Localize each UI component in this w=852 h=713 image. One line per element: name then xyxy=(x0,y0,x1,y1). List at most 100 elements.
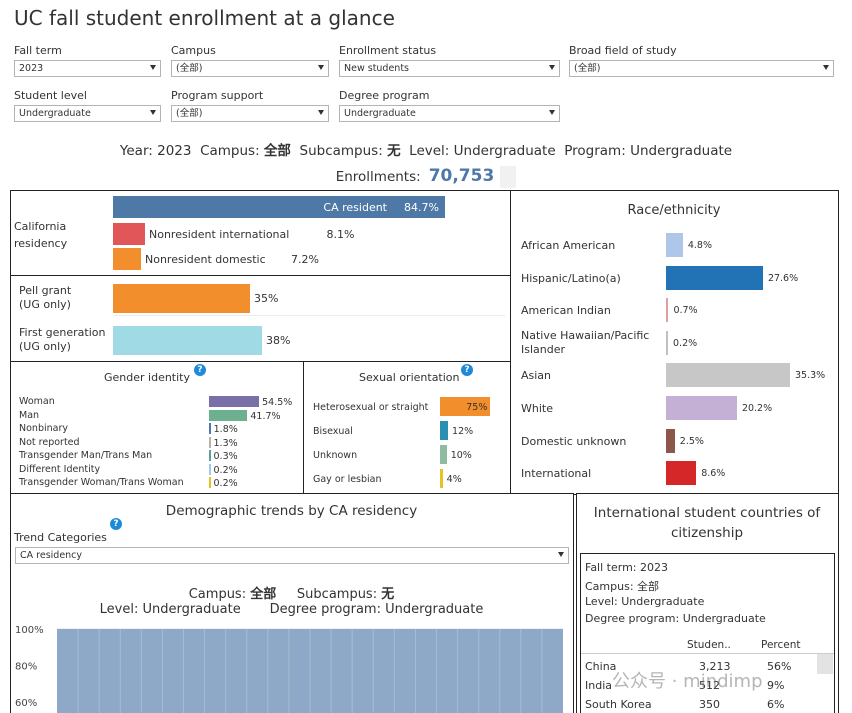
trend-categories-select[interactable]: CA residency xyxy=(15,547,569,564)
gender-bar[interactable] xyxy=(209,409,248,421)
enrollments-label: Enrollments: xyxy=(335,169,421,185)
race-bar[interactable] xyxy=(666,363,790,388)
race-label: Domestic unknown xyxy=(521,434,627,448)
col-students-header[interactable]: Studen.. xyxy=(687,639,731,651)
trends-campus: 全部 xyxy=(250,587,277,602)
residency-bar[interactable] xyxy=(113,223,145,245)
residency-bar-label: Nonresident domestic xyxy=(145,253,266,266)
sexual-orientation-label: Gay or lesbian xyxy=(313,474,382,485)
fall-term-select[interactable]: 2023 xyxy=(14,60,161,77)
race-pct: 2.5% xyxy=(679,435,704,447)
y-tick-label: 80% xyxy=(15,662,37,673)
sexual-orientation-bar[interactable] xyxy=(440,421,449,440)
pell-firstgen-panel: Pell grant (UG only) 35% First generation… xyxy=(10,275,512,363)
program-support-value: (全部) xyxy=(176,108,203,119)
page-title: UC fall student enrollment at a glance xyxy=(14,6,395,30)
summary-program: Undergraduate xyxy=(630,143,733,159)
gender-bar[interactable] xyxy=(209,436,211,448)
gender-label: Woman xyxy=(19,396,55,407)
trend-chart: 100% 80% 60% xyxy=(15,625,563,713)
help-icon[interactable]: ? xyxy=(110,518,122,530)
degree-program-select[interactable]: Undergraduate xyxy=(339,105,560,122)
firstgen-bar[interactable] xyxy=(113,326,262,355)
race-label: American Indian xyxy=(521,304,611,318)
race-label: Asian xyxy=(521,369,552,383)
sexual-orientation-pct: 10% xyxy=(450,450,472,461)
intl-title-1: International student countries of xyxy=(593,505,821,521)
sexual-orientation-pct: 75% xyxy=(466,402,488,413)
gender-pct: 0.3% xyxy=(213,451,238,462)
gender-bar[interactable] xyxy=(209,423,211,434)
summary-level: Undergraduate xyxy=(453,143,556,159)
intl-info-campus: Campus: 全部 xyxy=(585,580,660,593)
trends-program: Undergraduate xyxy=(385,602,484,617)
gender-pct: 54.5% xyxy=(262,397,293,408)
pell-label-1: Pell grant xyxy=(19,284,72,297)
race-bar[interactable] xyxy=(666,396,737,420)
gender-bar[interactable] xyxy=(209,477,211,488)
firstgen-label-1: First generation xyxy=(19,326,106,339)
chevron-down-icon xyxy=(318,65,324,70)
intl-info-term: Fall term: 2023 xyxy=(585,561,668,574)
gender-panel: Gender identity ? Woman 54.5% Man 41.7% Nonb… xyxy=(10,361,305,495)
student-level-select[interactable]: Undergraduate xyxy=(14,105,161,122)
pell-label-2: (UG only) xyxy=(19,298,71,311)
residency-title: California residency xyxy=(14,220,68,250)
campus-select[interactable]: (全部) xyxy=(171,60,329,77)
gender-label: Man xyxy=(19,409,40,421)
help-icon[interactable]: ? xyxy=(461,364,473,376)
residency-bar[interactable] xyxy=(113,248,141,270)
area-series[interactable] xyxy=(57,629,563,713)
trends-campus-line: Campus: 全部 Subcampus: 无 xyxy=(11,583,572,602)
trends-level-label: Level: xyxy=(99,602,139,617)
firstgen-pct: 38% xyxy=(266,334,291,347)
firstgen-label: First generation (UG only) xyxy=(19,326,105,354)
campus-label: Campus xyxy=(171,44,216,57)
sexual-orientation-bar[interactable] xyxy=(440,397,491,416)
gender-label: Transgender Woman/Trans Woman xyxy=(19,477,184,488)
trends-subcampus: 无 xyxy=(381,587,395,602)
intl-panel: International student countries of citiz… xyxy=(576,493,839,713)
race-title: Race/ethnicity xyxy=(627,203,721,218)
residency-bar-label: Nonresident international xyxy=(149,228,290,241)
table-row[interactable]: China 3,213 56% xyxy=(581,658,817,676)
race-pct: 20.2% xyxy=(741,403,773,414)
gender-title: Gender identity xyxy=(104,371,191,384)
summary-subcampus: 无 xyxy=(387,143,401,159)
scrollbar-thumb[interactable] xyxy=(817,654,833,674)
race-bar[interactable] xyxy=(666,233,683,257)
summary-year-label: Year: xyxy=(119,143,153,159)
race-bar[interactable] xyxy=(666,428,675,453)
col-percent-header[interactable]: Percent xyxy=(761,639,801,651)
race-label: International xyxy=(521,467,592,481)
gender-bar[interactable] xyxy=(209,450,211,461)
gender-pct: 41.7% xyxy=(250,410,281,422)
race-bar[interactable] xyxy=(666,298,669,323)
race-bar[interactable] xyxy=(666,265,763,290)
race-label: Hispanic/Latino(a) xyxy=(521,271,621,285)
country-cell: China xyxy=(585,660,617,673)
trends-subcampus-label: Subcampus: xyxy=(296,587,378,602)
help-icon[interactable]: ? xyxy=(194,364,206,376)
table-row[interactable]: South Korea 350 6% xyxy=(581,696,817,713)
gender-bar[interactable] xyxy=(209,463,211,475)
field-select[interactable]: (全部) xyxy=(569,60,834,77)
sexual-orientation-bar[interactable] xyxy=(440,469,443,488)
race-label: African American xyxy=(521,239,616,252)
race-label: Islander xyxy=(521,342,566,356)
enrollment-status-select[interactable]: New students xyxy=(339,60,560,77)
summary-subcampus-label: Subcampus: xyxy=(299,143,383,159)
pell-bar[interactable] xyxy=(113,284,250,313)
race-bar[interactable] xyxy=(666,330,668,355)
chevron-down-icon xyxy=(150,110,156,115)
race-bar[interactable] xyxy=(666,461,697,486)
divider xyxy=(581,653,834,654)
gender-bar[interactable] xyxy=(209,396,260,407)
gender-label: Nonbinary xyxy=(19,423,68,434)
sexual-orientation-bar[interactable] xyxy=(440,445,447,464)
residency-bar[interactable]: CA resident 84.7% xyxy=(113,196,445,218)
program-support-select[interactable]: (全部) xyxy=(171,105,329,122)
sexual-orientation-label: Heterosexual or straight xyxy=(313,402,429,413)
table-row[interactable]: India 512 9% xyxy=(581,677,817,695)
campus-value: (全部) xyxy=(176,63,203,74)
